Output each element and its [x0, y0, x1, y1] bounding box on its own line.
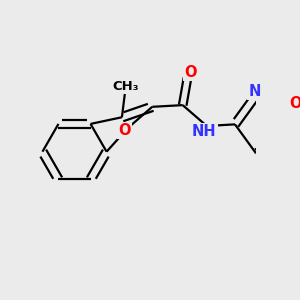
- Text: O: O: [289, 96, 300, 111]
- Text: O: O: [118, 123, 131, 138]
- Text: N: N: [248, 84, 260, 99]
- Text: NH: NH: [192, 124, 217, 140]
- Text: CH₃: CH₃: [112, 80, 139, 93]
- Text: O: O: [184, 65, 196, 80]
